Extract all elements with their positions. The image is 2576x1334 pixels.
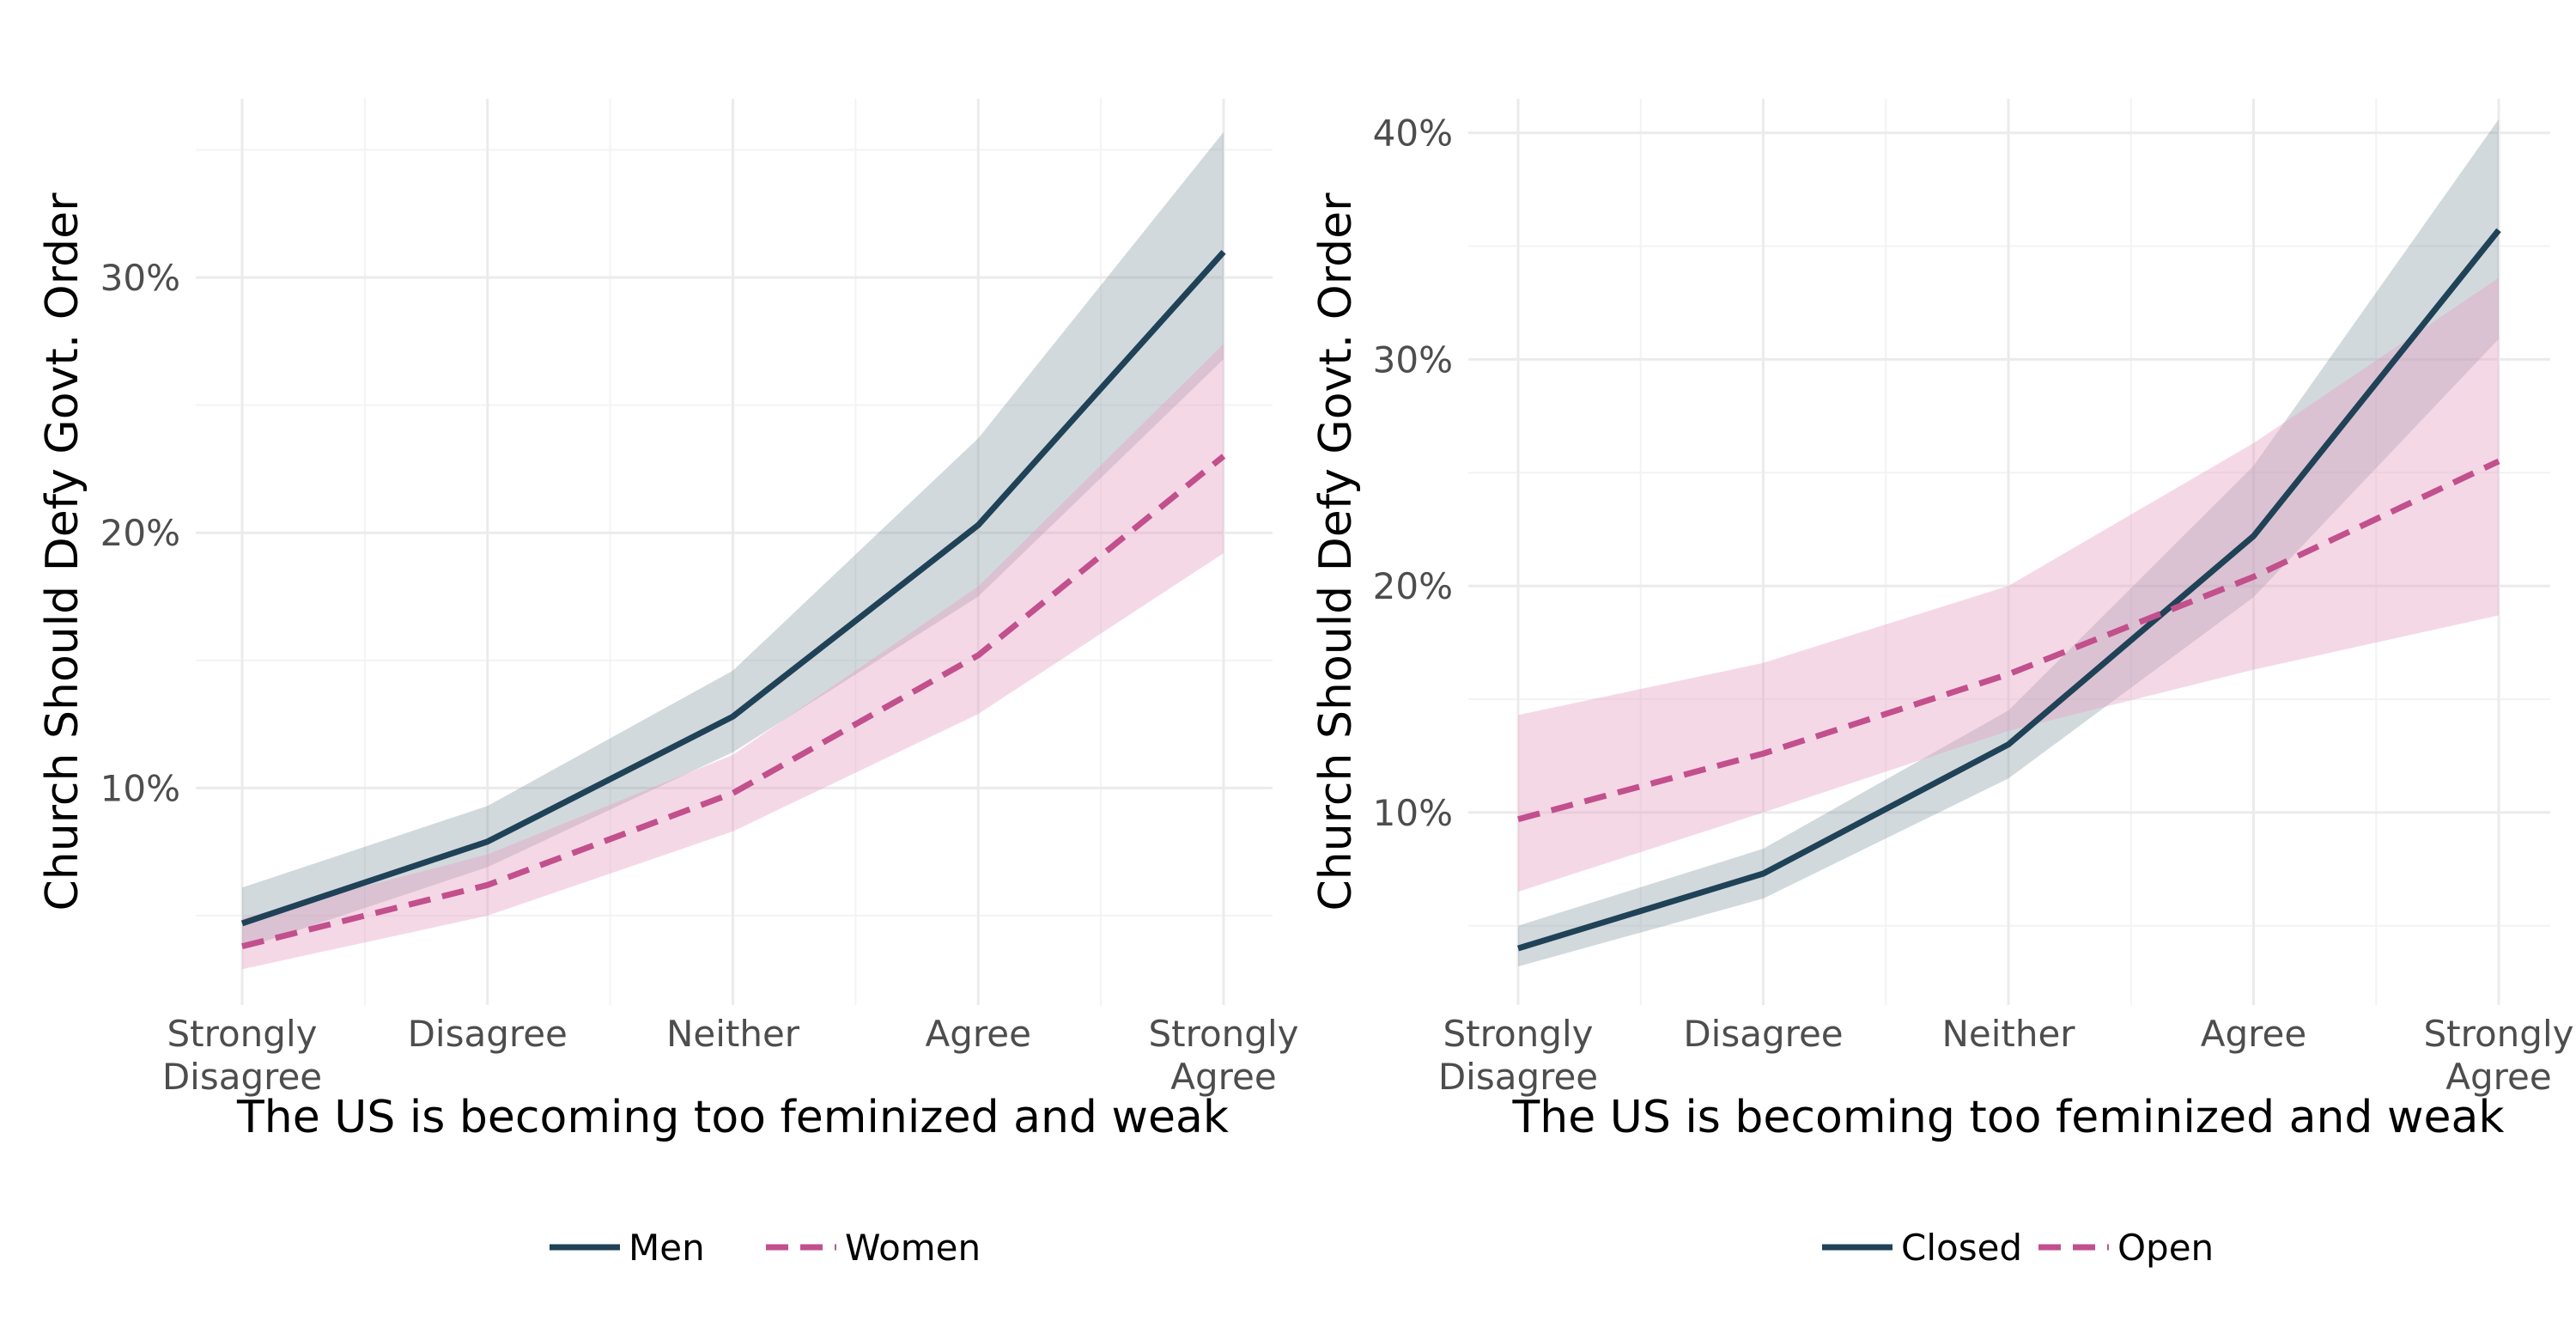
- series-line-women: [241, 454, 1226, 950]
- y-tick-label: 30%: [1373, 338, 1453, 381]
- x-tick-label-line: Strongly: [1443, 1013, 1594, 1055]
- x-tick-label: Agree: [2201, 1013, 2306, 1055]
- x-tick-label: Disagree: [408, 1013, 568, 1055]
- x-axis-title: The US is becoming too feminized and wea…: [236, 1092, 1229, 1143]
- y-tick-label: 20%: [1373, 565, 1453, 607]
- y-tick-label: 10%: [100, 767, 180, 809]
- x-tick-label: Neither: [666, 1013, 800, 1055]
- confidence-band-men: [242, 131, 1224, 949]
- x-tick-label: Strongly Disagree: [1438, 1013, 1598, 1098]
- x-tick-label-line: Disagree: [162, 1056, 322, 1098]
- x-tick-label-line: Agree: [926, 1013, 1031, 1055]
- x-tick-label-line: Disagree: [408, 1013, 568, 1055]
- legend: Closed Open: [1822, 1227, 2214, 1269]
- y-tick-label: 20%: [100, 512, 180, 554]
- x-tick-label: Agree: [926, 1013, 1031, 1055]
- legend-label-men: Men: [629, 1227, 705, 1269]
- x-tick-label-line: Disagree: [1683, 1013, 1843, 1055]
- y-tick-label: 10%: [1373, 792, 1453, 834]
- series-line-men: [240, 249, 1226, 927]
- x-tick-label-line: Agree: [2445, 1056, 2551, 1098]
- series-line-open: [1517, 458, 2500, 823]
- legend-label-women: Women: [845, 1227, 981, 1269]
- x-tick-label-line: Neither: [1941, 1013, 2075, 1055]
- y-tick-label: 40%: [1373, 113, 1453, 155]
- legend: Men Women: [550, 1227, 981, 1269]
- legend-label-closed: Closed: [1901, 1227, 2022, 1269]
- x-axis-title: The US is becoming too feminized and wea…: [1512, 1092, 2505, 1143]
- x-tick-label: Neither: [1941, 1013, 2075, 1055]
- confidence-band-open: [1518, 277, 2499, 892]
- y-axis-title: Church Should Defy Govt. Order: [37, 192, 88, 911]
- x-tick-label: Strongly Agree: [1149, 1013, 1299, 1098]
- y-tick-label: 30%: [100, 257, 180, 299]
- x-tick-label: Strongly Disagree: [162, 1013, 322, 1098]
- x-tick-label-line: Strongly: [1149, 1013, 1299, 1055]
- legend-label-open: Open: [2117, 1227, 2214, 1269]
- y-axis-title: Church Should Defy Govt. Order: [1310, 192, 1362, 911]
- x-tick-label-line: Disagree: [1438, 1056, 1598, 1098]
- x-tick-label-line: Agree: [1170, 1056, 1276, 1098]
- x-tick-label-line: Agree: [2201, 1013, 2306, 1055]
- x-tick-label-line: Strongly: [167, 1013, 318, 1055]
- series-line-closed: [1516, 228, 2501, 952]
- confidence-band-women: [242, 344, 1224, 970]
- confidence-band-closed: [1518, 119, 2499, 967]
- x-tick-label: Strongly Agree: [2424, 1013, 2574, 1098]
- x-tick-label-line: Strongly: [2424, 1013, 2574, 1055]
- x-tick-label-line: Neither: [666, 1013, 800, 1055]
- x-tick-label: Disagree: [1683, 1013, 1843, 1055]
